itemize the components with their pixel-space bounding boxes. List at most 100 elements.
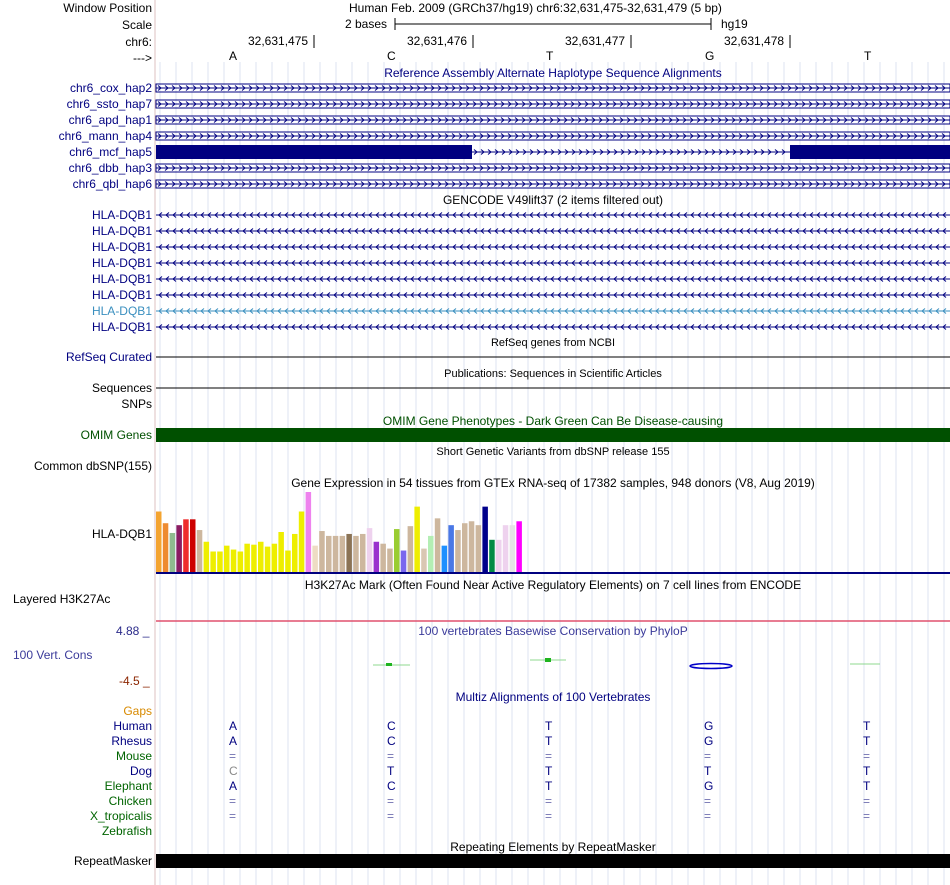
gene-intron-line-chevrons xyxy=(158,228,947,234)
track-label-apd-hap1[interactable]: chr6_apd_hap1 xyxy=(68,113,152,127)
gene-label-hla-dqb1[interactable]: HLA-DQB1 xyxy=(91,272,152,286)
repeatmasker-track-label[interactable]: RepeatMasker xyxy=(73,854,152,868)
alignment-base: = xyxy=(387,794,395,808)
track-label-cox-hap2[interactable]: chr6_cox_hap2 xyxy=(69,81,152,95)
track-label-mcf-hap5[interactable]: chr6_mcf_hap5 xyxy=(69,145,152,159)
gtex-tissue-bar xyxy=(489,539,495,572)
base-letter: C xyxy=(387,49,396,63)
species-label-mouse[interactable]: Mouse xyxy=(115,749,152,763)
hap5-aligned-block xyxy=(156,145,472,159)
gtex-tissue-bar xyxy=(360,533,366,572)
gtex-tissue-bar xyxy=(271,543,278,572)
gtex-tissue-bar xyxy=(305,492,312,572)
gene-label-hla-dqb1[interactable]: HLA-DQB1 xyxy=(91,224,152,238)
gtex-tissue-bar xyxy=(366,528,373,572)
hap-alignment-line-chevrons xyxy=(157,165,946,171)
alignment-base: T xyxy=(863,779,871,793)
phylop-min-label: -4.5 _ xyxy=(119,674,150,688)
alignment-base: C xyxy=(387,734,396,748)
dbsnp-track-title[interactable]: Short Genetic Variants from dbSNP releas… xyxy=(436,446,670,458)
strand-arrow-label: ---> xyxy=(133,51,152,65)
hap-alignment-line-chevrons xyxy=(157,181,946,187)
alignment-base: G xyxy=(704,719,714,733)
gtex-tissue-bar xyxy=(237,551,244,572)
gtex-track-title[interactable]: Gene Expression in 54 tissues from GTEx … xyxy=(291,476,815,490)
omim-track-label[interactable]: OMIM Genes xyxy=(80,428,152,442)
alignment-base: C xyxy=(387,719,396,733)
species-label-x-tropicalis[interactable]: X_tropicalis xyxy=(89,809,152,823)
omim-track-title[interactable]: OMIM Gene Phenotypes - Dark Green Can Be… xyxy=(382,414,724,428)
alignment-base: = xyxy=(387,809,395,823)
phylop-max-label: 4.88 _ xyxy=(116,624,150,638)
repeatmasker-track-title[interactable]: Repeating Elements by RepeatMasker xyxy=(450,840,656,854)
base-letter: G xyxy=(705,49,715,63)
alt-haplotype-track-title[interactable]: Reference Assembly Alternate Haplotype S… xyxy=(384,66,722,80)
gtex-tissue-bar xyxy=(482,506,488,572)
gtex-tissue-bar xyxy=(224,545,230,572)
gtex-tissue-bar xyxy=(278,532,284,572)
hap-alignment-line-chevrons xyxy=(157,117,946,123)
gene-intron-line-chevrons xyxy=(158,308,947,314)
gtex-tissue-bar xyxy=(407,526,414,572)
gtex-tissue-bar xyxy=(462,523,468,572)
position-tick-label: 32,631,478 xyxy=(724,34,785,48)
track-label-dbb-hap3[interactable]: chr6_dbb_hap3 xyxy=(68,161,152,175)
gtex-tissue-bar xyxy=(496,539,502,572)
gene-label-hla-dqb1[interactable]: HLA-DQB1 xyxy=(91,288,152,302)
gtex-tissue-bar xyxy=(428,535,434,572)
base-letter: A xyxy=(229,49,238,63)
gtex-tissue-bar xyxy=(183,519,189,572)
publications-track-title[interactable]: Publications: Sequences in Scientific Ar… xyxy=(444,368,662,380)
species-label-chicken[interactable]: Chicken xyxy=(108,794,152,808)
gtex-tissue-bar xyxy=(264,546,271,572)
alignment-base: = xyxy=(704,749,712,763)
refseq-track-title[interactable]: RefSeq genes from NCBI xyxy=(490,337,616,349)
track-label-mann-hap4[interactable]: chr6_mann_hap4 xyxy=(58,129,152,143)
dbsnp-track-label[interactable]: Common dbSNP(155) xyxy=(33,459,152,473)
gene-label-hla-dqb1[interactable]: HLA-DQB1 xyxy=(91,240,152,254)
gtex-tissue-bar xyxy=(414,506,420,572)
gtex-tissue-bar xyxy=(251,544,257,572)
publications-sequences-label[interactable]: Sequences xyxy=(91,381,152,395)
alignment-base: A xyxy=(229,734,238,748)
alignment-base: = xyxy=(704,809,712,823)
alignment-base: = xyxy=(545,794,553,808)
gtex-gene-label[interactable]: HLA-DQB1 xyxy=(91,527,152,541)
species-label-zebrafish[interactable]: Zebrafish xyxy=(101,824,152,838)
gtex-tissue-bar xyxy=(258,541,264,572)
gene-label-hla-dqb1[interactable]: HLA-DQB1 xyxy=(91,304,152,318)
gtex-tissue-bar xyxy=(441,545,448,572)
species-label-dog[interactable]: Dog xyxy=(129,764,152,778)
track-label-ssto-hap7[interactable]: chr6_ssto_hap7 xyxy=(66,97,152,111)
phylop-score-mark xyxy=(545,658,551,662)
gene-intron-line-chevrons xyxy=(158,212,947,218)
phylop-score-mark xyxy=(386,663,392,666)
gene-label-hla-dqb1[interactable]: HLA-DQB1 xyxy=(91,208,152,222)
species-label-elephant[interactable]: Elephant xyxy=(104,779,152,793)
window-position-label: Window Position xyxy=(63,1,152,15)
gencode-track-title[interactable]: GENCODE V49lift37 (2 items filtered out) xyxy=(442,193,664,207)
species-label-rhesus[interactable]: Rhesus xyxy=(111,734,152,748)
gene-label-hla-dqb1[interactable]: HLA-DQB1 xyxy=(91,256,152,270)
base-letter: T xyxy=(546,49,554,63)
track-label-qbl-hap6[interactable]: chr6_qbl_hap6 xyxy=(72,177,152,191)
h3k27ac-track-label[interactable]: Layered H3K27Ac xyxy=(13,592,111,606)
gene-label-hla-dqb1[interactable]: HLA-DQB1 xyxy=(91,320,152,334)
gtex-tissue-bar xyxy=(196,530,203,572)
gtex-tissue-bar xyxy=(509,525,516,572)
publications-snps-label[interactable]: SNPs xyxy=(121,397,152,411)
h3k27ac-track-title[interactable]: H3K27Ac Mark (Often Found Near Active Re… xyxy=(304,578,802,592)
species-label-human[interactable]: Human xyxy=(113,719,152,733)
scale-label: Scale xyxy=(121,18,152,32)
alignment-base: T xyxy=(863,719,871,733)
alignment-base: = xyxy=(387,749,395,763)
repeatmasker-element-bar xyxy=(156,854,950,868)
phylop-track-title[interactable]: 100 vertebrates Basewise Conservation by… xyxy=(418,624,688,638)
multiz-track-title[interactable]: Multiz Alignments of 100 Vertebrates xyxy=(455,690,651,704)
gene-intron-line-chevrons xyxy=(158,292,947,298)
gtex-tissue-bar xyxy=(230,549,237,572)
phylop-track-label[interactable]: 100 Vert. Cons xyxy=(13,648,93,662)
gtex-tissue-bar xyxy=(434,518,441,572)
refseq-track-label[interactable]: RefSeq Curated xyxy=(65,350,152,364)
